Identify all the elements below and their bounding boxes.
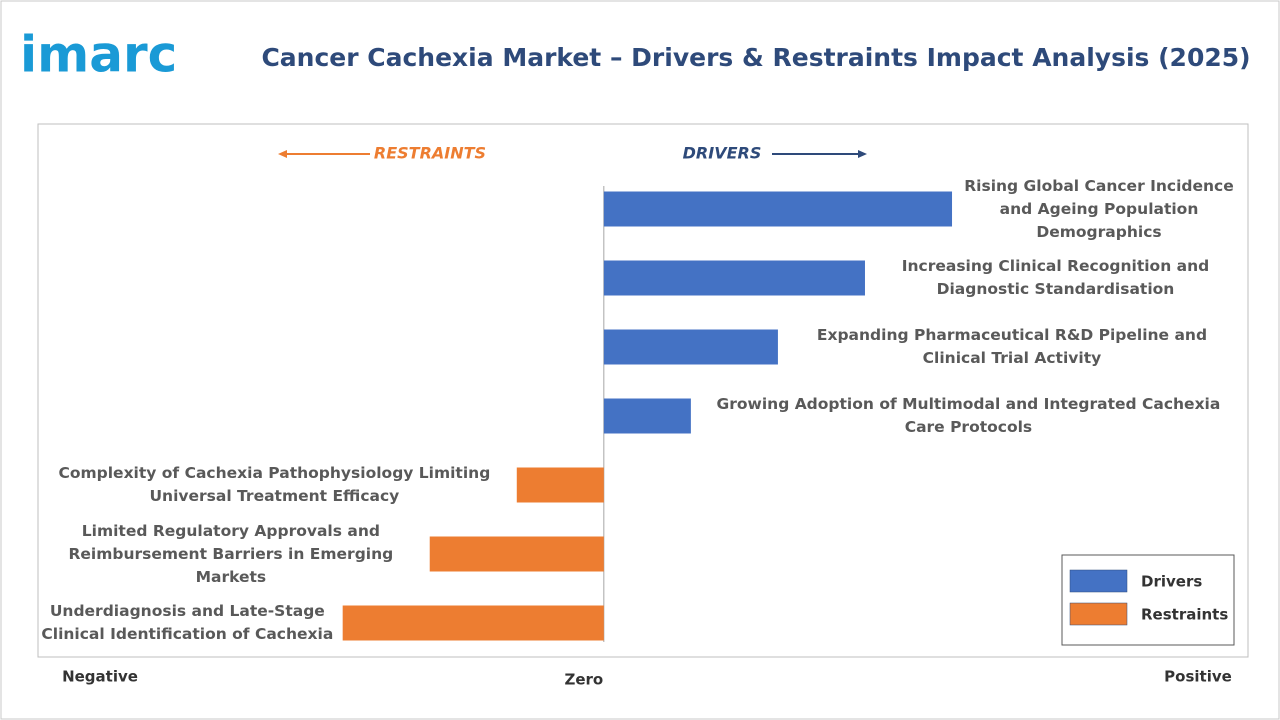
bar	[603, 191, 953, 227]
category-label: Increasing Clinical Recognition and Diag…	[901, 257, 1210, 298]
category-label: Rising Global Cancer Incidence and Agein…	[964, 176, 1234, 241]
chart-title: Cancer Cachexia Market – Drivers & Restr…	[261, 43, 1250, 72]
category-label: Underdiagnosis and Late-Stage Clinical I…	[41, 602, 334, 643]
plot-frame	[37, 123, 1249, 658]
legend-swatch	[1069, 602, 1128, 626]
category-label: Complexity of Cachexia Pathophysiology L…	[58, 464, 491, 505]
x-end-label: Negative	[62, 668, 138, 686]
drivers-header: DRIVERS	[683, 144, 762, 163]
restraints-header: RESTRAINTS	[374, 144, 486, 163]
x-end-label: Positive	[1164, 668, 1232, 686]
arrow-head	[858, 150, 867, 158]
legend-swatch	[1069, 569, 1128, 593]
bar	[603, 329, 778, 365]
bar	[603, 260, 865, 296]
category-label: Limited Regulatory Approvals and Reimbur…	[68, 521, 394, 586]
legend-label: Restraints	[1141, 606, 1228, 624]
logo: imarc	[20, 26, 177, 84]
bar	[516, 467, 604, 503]
arrow-head	[278, 150, 287, 158]
x-zero-label: Zero	[564, 671, 603, 689]
bar	[342, 605, 604, 641]
category-label: Expanding Pharmaceutical R&D Pipeline an…	[816, 326, 1208, 367]
bar	[429, 536, 604, 572]
legend-label: Drivers	[1141, 573, 1202, 591]
bar	[603, 398, 691, 434]
category-label: Growing Adoption of Multimodal and Integ…	[716, 395, 1221, 436]
legend-box	[1061, 554, 1235, 646]
